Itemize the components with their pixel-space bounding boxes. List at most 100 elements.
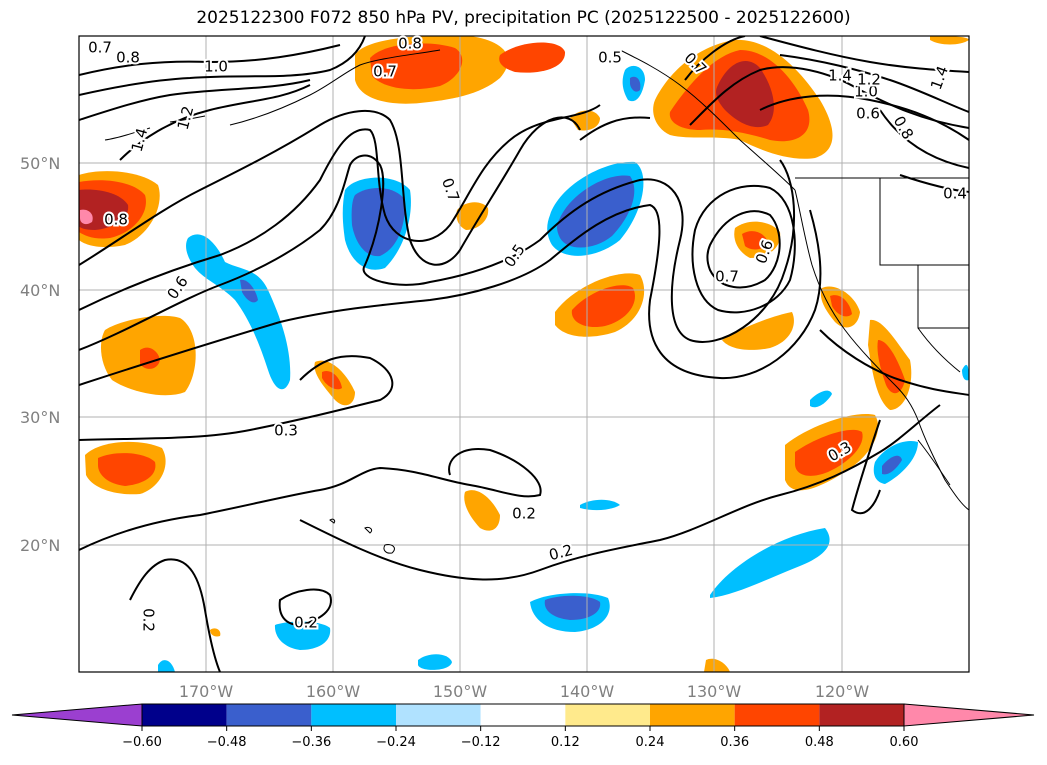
colorbar-tick-label: −0.12 [461,735,501,750]
colorbar-segment [226,704,312,726]
lat-label-30n: 30°N [20,408,60,427]
contour-label: 0.5 [598,49,622,67]
contour-label: 0.3 [274,422,298,440]
contour-label-halo: 0.7 [715,268,739,286]
colorbar-segment [311,704,396,726]
alaska-coast [229,49,441,126]
lat-tick-labels: 50°N 40°N 30°N 20°N [20,154,60,555]
colorbar-segment [396,704,481,726]
precip-patch [370,43,463,90]
contour-label: 0.2 [547,541,575,565]
contour-label: 0.8 [104,211,128,229]
precip-patch [722,312,794,350]
precip-patch [810,390,832,408]
precip-patch [98,453,156,486]
precip-patch [557,175,635,248]
precip-patch [830,295,852,317]
precip-patch [742,231,768,250]
pv-contour [79,203,822,386]
contour-label-halo: 0.2 [512,505,536,523]
precip-patch [794,429,863,476]
pv-contour [759,94,969,141]
lon-label-150w: 150°W [433,682,488,701]
contour-label-halo: 1.2 [857,71,881,89]
contour-label: 1.4 [128,126,152,154]
precipitation-shading [79,36,969,672]
us-west-coast [794,189,969,511]
colorbar: −0.60 −0.48 −0.36 −0.24 −0.12 0.12 0.24 0.36 0.4… [11,703,1035,750]
contour-label: 0.8 [116,49,140,67]
contour-label-halo: 0.8 [104,211,128,229]
precip-patch [80,209,93,225]
colorbar-segment [480,704,566,726]
colorbar-tick-label: −0.24 [376,735,416,750]
precip-patch [464,490,500,531]
lon-label-170w: 170°W [179,682,234,701]
colorbar-segment [142,704,227,726]
pv-contour [79,448,542,551]
colorbar-tick-label: 0.12 [551,735,580,750]
pv-contour [79,355,394,441]
pv-contour [79,154,795,351]
map-frame [78,35,970,673]
contour-label: 1.2 [174,104,198,132]
pv-contour [691,184,796,314]
colorbar-tick-label: 0.36 [720,735,749,750]
contour-label: 0.7 [88,39,112,57]
contour-label: 0.7 [715,268,739,286]
colorbar-frame [141,703,905,727]
pv-contour [879,109,969,169]
contour-label-halo: 1.0 [854,83,878,101]
contour-label-halo: 0.8 [398,35,422,53]
contour-label: 0.2 [512,505,536,523]
pv-contour [79,44,341,76]
state-border [879,178,969,266]
colorbar-tick-label: 0.60 [890,735,919,750]
pv-contour [759,36,969,73]
contour-label: 0.8 [398,35,422,53]
pv-contour [79,104,601,311]
contour-label: 0.6 [856,105,880,123]
contour-label-halo: 0.5 [598,49,622,67]
pv-contour [706,210,781,289]
colorbar-tick-label: 0.24 [636,735,665,750]
lat-label-40n: 40°N [20,281,60,300]
colorbar-segment [819,704,904,726]
figure-title: 2025122300 F072 850 hPa PV, precipitatio… [196,8,851,28]
precip-patch [322,370,342,390]
colorbar-extend-low [11,703,143,727]
precip-patch [930,36,969,45]
contour-label-halo: 0.3 [274,422,298,440]
precip-patch [630,76,641,92]
pv-contour [129,558,221,672]
precip-patch [580,499,620,511]
state-border [917,327,961,373]
lon-label-140w: 140°W [560,682,615,701]
precip-patch [274,621,331,650]
lat-label-20n: 20°N [20,536,60,555]
hawaii [329,518,395,554]
contour-label: 0.2 [294,614,318,632]
contour-label: 0.4 [943,185,967,203]
colorbar-extend-high [903,703,1035,727]
colorbar-segment [734,704,820,726]
contour-label-halo: 0.2 [140,608,158,632]
contour-label: 0.7 [373,63,397,81]
contour-label-halo: 0.2 [294,614,318,632]
lon-label-160w: 160°W [306,682,361,701]
precip-patch [186,234,291,390]
colorbar-tick-label: −0.60 [122,735,162,750]
precip-patch [158,660,175,672]
pv-contour [79,36,366,96]
pv-contour [684,36,746,81]
pv-contour [850,419,881,515]
pv-contour [689,66,969,129]
precip-patch [704,658,730,672]
contour-label: 1.0 [204,58,228,76]
colorbar-tick-label: 0.48 [805,735,834,750]
colorbar-segment [565,704,650,726]
contour-label: 0.2 [140,608,158,632]
pv-contour [579,116,651,141]
pv-contour [299,404,941,581]
baja-coast [917,439,951,486]
